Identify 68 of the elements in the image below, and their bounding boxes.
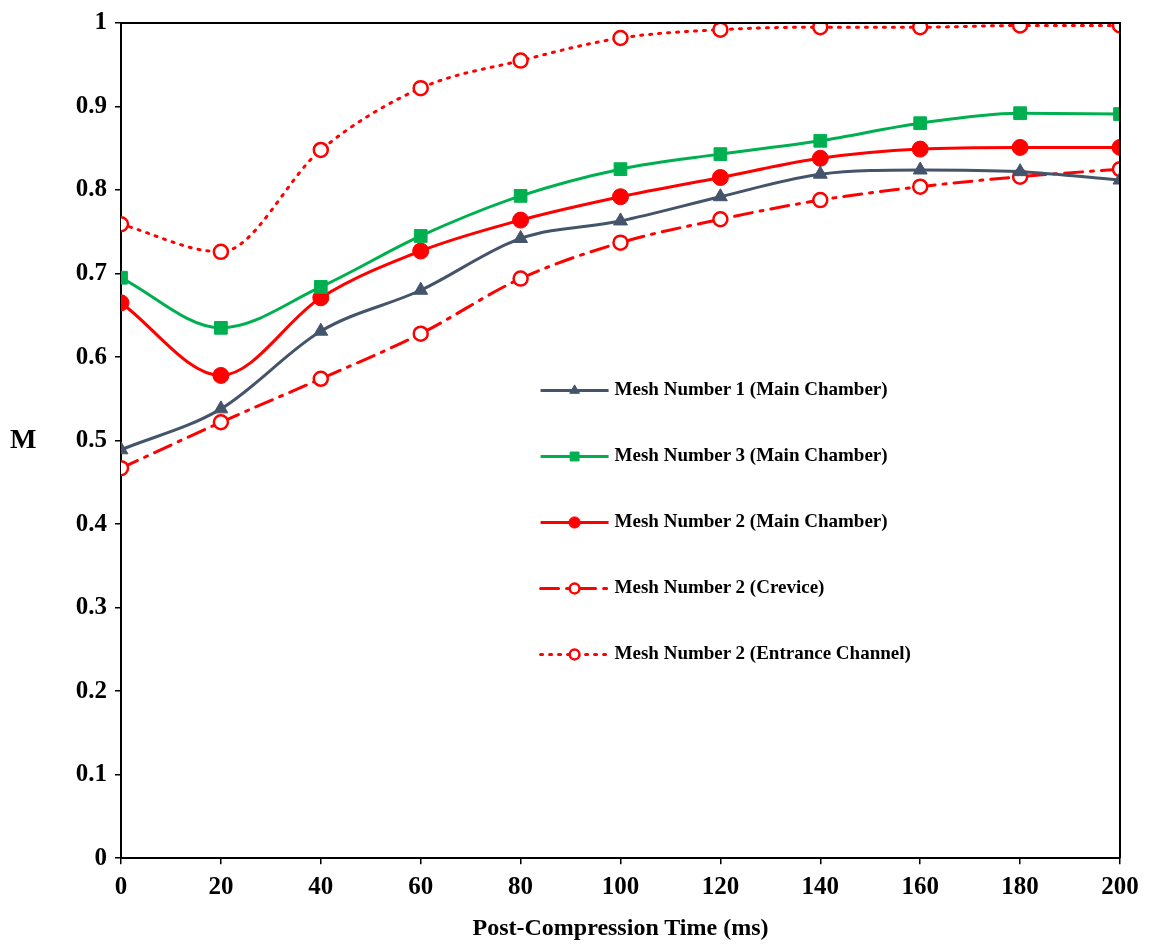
point (812, 165, 828, 179)
point (512, 270, 529, 287)
y-tick-label: 0.5 (75, 425, 107, 453)
point (212, 366, 230, 384)
point (412, 79, 429, 97)
point (612, 234, 629, 251)
point (212, 413, 230, 431)
x-tick-label: 0 (114, 871, 128, 899)
point (512, 52, 529, 69)
y-tick-label: 0.3 (75, 592, 107, 620)
legend-label: Mesh Number 3 (Main Chamber) (614, 444, 888, 467)
x-tick-label: 80 (508, 871, 534, 899)
x-tick-label: 40 (308, 871, 334, 899)
x-tick-label: 120 (701, 871, 740, 899)
point (213, 400, 229, 414)
point (212, 243, 230, 261)
point (512, 211, 530, 229)
point (712, 211, 729, 228)
point (513, 189, 528, 203)
y-tick-label: 0.1 (75, 759, 107, 787)
x-tick-label: 20 (208, 871, 234, 899)
point (313, 280, 328, 294)
y-tick-label: 0.4 (75, 508, 108, 536)
point (913, 116, 928, 131)
point (413, 229, 428, 243)
point (811, 149, 829, 167)
y-tick-label: 0.2 (75, 675, 107, 703)
point (413, 281, 429, 295)
point (1011, 138, 1029, 156)
x-axis-title: Post-Compression Time (ms) (472, 913, 769, 940)
x-tick-label: 60 (408, 871, 434, 899)
point (313, 322, 329, 336)
legend-label: Mesh Number 2 (Crevice) (614, 576, 825, 599)
point (812, 191, 829, 209)
point (712, 188, 728, 202)
point (813, 133, 828, 148)
point (312, 141, 330, 159)
point (713, 147, 728, 161)
point (912, 161, 928, 175)
x-tick-label: 200 (1101, 871, 1139, 899)
y-axis-title: M (10, 422, 37, 454)
x-tick-label: 140 (801, 871, 840, 899)
point (711, 169, 729, 187)
x-tick-label: 100 (601, 871, 640, 899)
point (612, 29, 629, 47)
x-tick-label: 180 (1001, 871, 1039, 899)
y-tick-label: 0 (94, 842, 107, 870)
y-tick-label: 0.9 (75, 90, 107, 118)
point (312, 370, 330, 388)
point (712, 23, 729, 38)
x-tick-label: 160 (901, 871, 939, 899)
point (1012, 163, 1028, 177)
y-tick-label: 0.8 (75, 174, 107, 202)
point (412, 325, 429, 342)
point (613, 162, 628, 177)
point (911, 178, 929, 195)
legend-label: Mesh Number 2 (Entrance Channel) (614, 642, 911, 665)
point (911, 140, 929, 158)
point (412, 242, 430, 260)
y-tick-label: 0.6 (75, 341, 107, 369)
point (612, 188, 629, 206)
y-tick-label: 1 (94, 7, 107, 35)
y-tick-label: 0.7 (75, 258, 107, 286)
point (214, 320, 228, 335)
point (613, 212, 628, 226)
legend-label: Mesh Number 1 (Main Chamber) (614, 378, 888, 401)
legend-label: Mesh Number 2 (Main Chamber) (614, 510, 888, 533)
point (1013, 106, 1027, 121)
